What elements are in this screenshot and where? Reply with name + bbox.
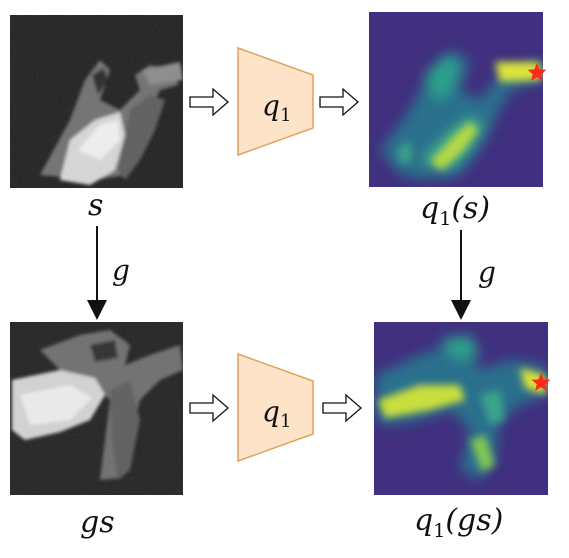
label-g-left: g [112,254,130,287]
network-q1-bottom-label: q1 [262,395,291,432]
input-image-gs [10,322,183,495]
label-s: s [88,188,103,223]
label-g-right: g [478,256,496,289]
network-q1-top-label: q1 [262,89,291,126]
network-q1-top [237,46,314,157]
hollow-arrow-top-left [189,87,229,117]
hollow-arrow-bottom-right [322,393,362,423]
heatmap-q1-s [369,12,543,187]
label-q1-gs: q1(gs) [414,503,503,542]
hollow-arrow-bottom-left [189,393,229,423]
label-q1-s: q1(s) [420,191,490,230]
star-marker-top [527,63,547,81]
heatmap-q1-gs [374,322,548,495]
hollow-arrow-top-right [319,87,359,117]
star-marker-bottom [531,373,551,391]
network-q1-bottom [237,352,314,463]
label-gs: gs [80,505,115,540]
input-image-s [10,15,183,188]
